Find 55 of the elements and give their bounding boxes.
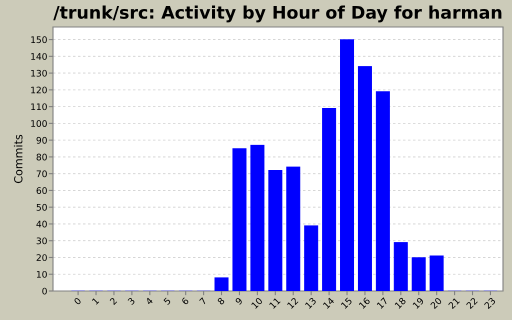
x-tick-label: 1 <box>92 297 100 305</box>
x-tick-label: 23 <box>484 297 496 310</box>
x-tick-label: 8 <box>216 297 225 306</box>
x-tick-label: 21 <box>448 297 460 310</box>
y-tick-label: 30 <box>36 237 47 244</box>
x-tick-label: 11 <box>269 297 281 309</box>
y-tick-label: 0 <box>42 288 47 295</box>
x-tick-label: 15 <box>340 297 352 309</box>
bar <box>376 91 390 291</box>
y-tick-label: 140 <box>31 53 47 60</box>
bar <box>268 170 282 291</box>
x-tick-label: 17 <box>376 297 388 309</box>
y-tick-label: 150 <box>31 36 47 44</box>
y-tick-label: 120 <box>31 86 47 94</box>
x-tick-label: 10 <box>251 297 263 309</box>
y-tick-label: 40 <box>36 220 47 228</box>
chart-title: /trunk/src: Activity by Hour of Day for harman <box>53 5 502 22</box>
x-tick-label: 3 <box>127 297 136 306</box>
y-tick-label: 70 <box>36 170 47 178</box>
x-tick-label: 19 <box>412 297 424 309</box>
bar <box>214 277 229 291</box>
y-axis-title: Commits <box>14 134 23 184</box>
y-tick-label: 20 <box>36 254 47 262</box>
y-tick-label: 110 <box>31 103 47 110</box>
x-tick-label: 20 <box>430 297 442 310</box>
y-tick-label: 50 <box>36 204 47 211</box>
y-tick-label: 100 <box>31 120 47 127</box>
bar <box>430 256 444 291</box>
bar <box>412 257 426 291</box>
y-tick-label: 10 <box>36 270 47 278</box>
x-tick-label: 14 <box>322 297 335 309</box>
y-tick-label: 60 <box>36 187 47 194</box>
x-tick-label: 4 <box>145 297 154 306</box>
bar <box>394 242 408 291</box>
bar <box>250 144 264 291</box>
bar <box>322 108 336 291</box>
y-tick-label: 80 <box>36 154 47 160</box>
bar <box>358 66 372 291</box>
x-tick-label: 5 <box>163 297 172 306</box>
x-tick-label: 12 <box>286 297 298 309</box>
x-tick-label: 0 <box>74 297 82 306</box>
y-tick-label: 130 <box>31 70 47 77</box>
x-tick-label: 13 <box>304 297 317 309</box>
x-tick-label: 22 <box>466 297 478 310</box>
x-tick-label: 7 <box>199 297 207 305</box>
x-tick-label: 18 <box>394 297 406 309</box>
bar <box>340 39 354 291</box>
x-tick-label: 9 <box>234 297 243 306</box>
bar <box>304 225 318 291</box>
y-tick-label: 90 <box>36 136 47 144</box>
x-tick-label: 2 <box>109 297 118 305</box>
bar <box>286 166 300 291</box>
x-tick-label: 6 <box>181 297 190 306</box>
x-tick-label: 16 <box>358 297 370 309</box>
bar <box>232 148 246 291</box>
